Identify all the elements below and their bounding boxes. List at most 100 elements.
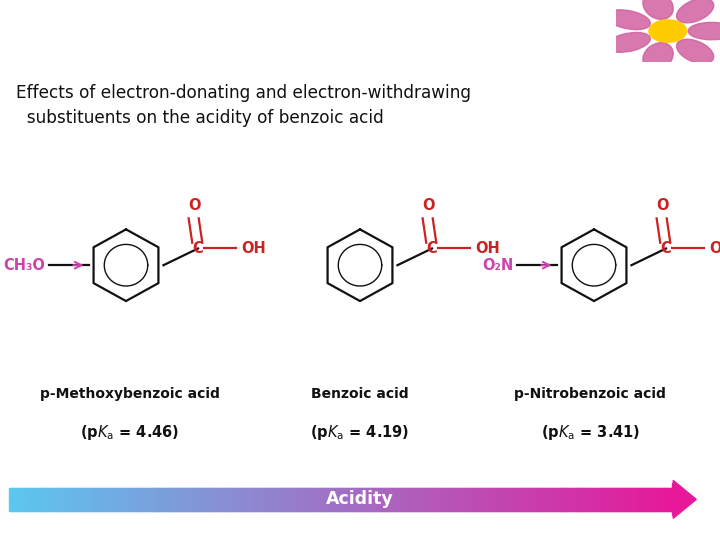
Bar bbox=[29, 488, 32, 511]
Bar bbox=[544, 488, 547, 511]
Bar bbox=[426, 488, 429, 511]
Bar bbox=[257, 488, 261, 511]
Bar bbox=[202, 488, 205, 511]
Bar bbox=[570, 488, 574, 511]
Bar bbox=[46, 488, 50, 511]
Bar bbox=[415, 488, 418, 511]
Bar bbox=[288, 488, 292, 511]
Bar bbox=[255, 488, 258, 511]
Bar bbox=[355, 488, 359, 511]
Bar bbox=[424, 488, 427, 511]
Text: p-Methoxybenzoic acid: p-Methoxybenzoic acid bbox=[40, 387, 220, 401]
Bar bbox=[635, 488, 638, 511]
Bar bbox=[392, 488, 396, 511]
Bar bbox=[617, 488, 621, 511]
Bar bbox=[626, 488, 629, 511]
Bar bbox=[482, 488, 485, 511]
Bar bbox=[271, 488, 274, 511]
Bar bbox=[242, 488, 245, 511]
Bar bbox=[639, 488, 642, 511]
Bar bbox=[586, 488, 589, 511]
Bar bbox=[293, 488, 296, 511]
Bar bbox=[233, 488, 236, 511]
Bar bbox=[351, 488, 354, 511]
Bar bbox=[97, 488, 101, 511]
Bar bbox=[215, 488, 218, 511]
Bar bbox=[158, 488, 161, 511]
Text: Effects of electron-donating and electron-withdrawing
  substituents on the acid: Effects of electron-donating and electro… bbox=[16, 84, 471, 127]
Bar bbox=[433, 488, 436, 511]
Bar bbox=[397, 488, 400, 511]
Bar bbox=[577, 488, 580, 511]
Text: O₂N: O₂N bbox=[482, 258, 513, 273]
Bar bbox=[248, 488, 252, 511]
Bar bbox=[19, 488, 23, 511]
Bar bbox=[122, 488, 125, 511]
Bar bbox=[377, 488, 381, 511]
Text: CH₃O: CH₃O bbox=[4, 258, 45, 273]
Bar bbox=[55, 488, 58, 511]
Bar bbox=[48, 488, 52, 511]
Bar bbox=[488, 488, 492, 511]
Bar bbox=[27, 488, 30, 511]
Bar bbox=[597, 488, 600, 511]
Bar bbox=[601, 488, 605, 511]
Bar bbox=[595, 488, 598, 511]
Bar bbox=[330, 488, 334, 511]
Bar bbox=[642, 488, 644, 511]
Bar bbox=[195, 488, 199, 511]
Bar bbox=[224, 488, 228, 511]
Bar bbox=[453, 488, 456, 511]
Ellipse shape bbox=[606, 10, 650, 30]
Text: (p$K_\mathrm{a}$ = 4.19): (p$K_\mathrm{a}$ = 4.19) bbox=[310, 423, 410, 442]
Bar bbox=[126, 488, 130, 511]
Bar bbox=[368, 488, 372, 511]
Bar bbox=[384, 488, 387, 511]
Bar bbox=[510, 488, 514, 511]
Bar bbox=[53, 488, 56, 511]
Bar bbox=[75, 488, 78, 511]
Bar bbox=[193, 488, 197, 511]
Text: O: O bbox=[656, 198, 669, 213]
Bar bbox=[435, 488, 438, 511]
Bar bbox=[171, 488, 174, 511]
Bar bbox=[217, 488, 221, 511]
Bar bbox=[652, 488, 656, 511]
Bar bbox=[146, 488, 150, 511]
Bar bbox=[506, 488, 509, 511]
Bar bbox=[419, 488, 423, 511]
Bar bbox=[324, 488, 328, 511]
Bar bbox=[295, 488, 298, 511]
Bar bbox=[546, 488, 549, 511]
Bar bbox=[186, 488, 189, 511]
Bar bbox=[364, 488, 367, 511]
Bar bbox=[477, 488, 480, 511]
Bar bbox=[144, 488, 148, 511]
Bar bbox=[413, 488, 416, 511]
Bar bbox=[197, 488, 201, 511]
Bar bbox=[244, 488, 248, 511]
Bar bbox=[497, 488, 500, 511]
Text: C: C bbox=[661, 241, 671, 256]
Bar bbox=[80, 488, 83, 511]
Bar bbox=[624, 488, 627, 511]
Bar bbox=[304, 488, 307, 511]
Bar bbox=[264, 488, 267, 511]
Bar bbox=[115, 488, 119, 511]
Bar bbox=[541, 488, 545, 511]
Bar bbox=[238, 488, 240, 511]
Bar bbox=[513, 488, 516, 511]
Bar bbox=[428, 488, 431, 511]
Bar bbox=[648, 488, 652, 511]
Bar bbox=[93, 488, 96, 511]
Bar bbox=[22, 488, 25, 511]
Bar bbox=[78, 488, 81, 511]
Bar bbox=[504, 488, 507, 511]
Bar bbox=[590, 488, 594, 511]
Bar bbox=[446, 488, 449, 511]
Bar bbox=[672, 488, 676, 511]
Bar bbox=[528, 488, 531, 511]
Bar bbox=[637, 488, 640, 511]
Bar bbox=[160, 488, 163, 511]
Bar bbox=[668, 488, 671, 511]
